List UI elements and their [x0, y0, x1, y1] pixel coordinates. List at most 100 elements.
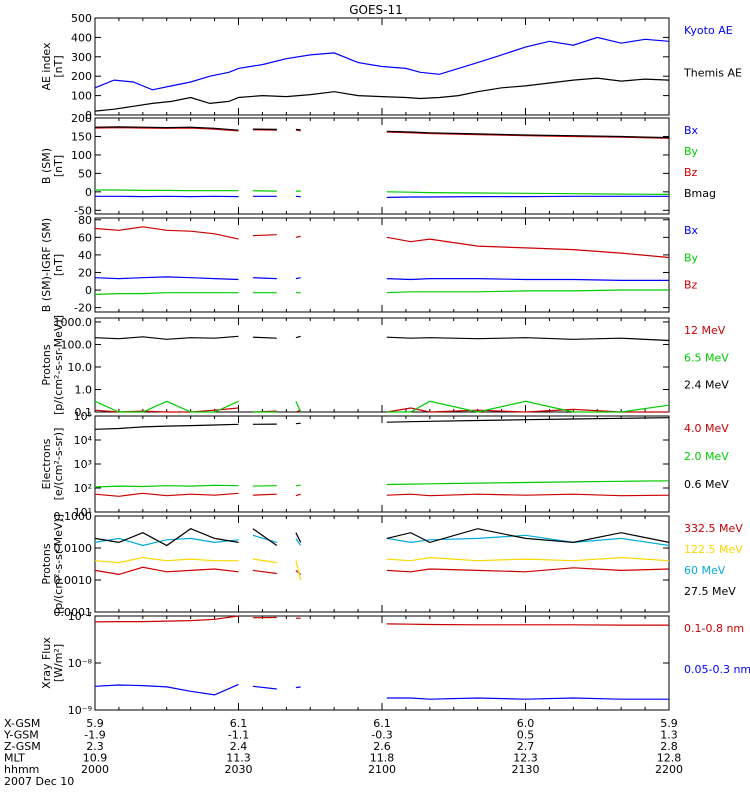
panel-1: 0 100 200 300 400 500 AE index [nT] Kyoto AE Them… [40, 12, 742, 122]
y-axis-label: [e/(cm²-s-sr)] [52, 428, 65, 501]
y-tick-label: 0.0010 [54, 574, 93, 587]
panel-6: 0.0001 0.0010 0.0100 0.1000 Protons [p/(cm²-s… [40, 510, 743, 619]
plot-frame [94, 317, 670, 413]
y-tick-label: 80 [78, 214, 92, 227]
y-tick-label: 150 [71, 130, 92, 143]
ephemeris-value: 6.1 [230, 717, 248, 730]
y-axis-label: [nT] [52, 55, 65, 77]
legend-entry: Bz [684, 166, 698, 179]
legend-entry: 6.5 MeV [684, 351, 729, 364]
plot-frame [94, 515, 670, 613]
ephemeris-value: 2.7 [517, 740, 535, 753]
ephemeris-value: -0.3 [371, 729, 392, 742]
y-axis-label: Electrons [40, 438, 53, 489]
ephemeris-label: Y-GSM [3, 729, 39, 742]
y-tick-label: 0 [85, 284, 92, 297]
series-line [94, 335, 670, 342]
y-tick-label: 10⁻⁷ [68, 610, 92, 623]
y-tick-label: 1.0 [75, 383, 93, 396]
panel-7: 10⁻⁹ 10⁻⁸ 10⁻⁷ Xray Flux [W/m²] 0.1-0.8 nm 0.0… [40, 610, 750, 717]
y-axis-label: [nT] [52, 155, 65, 177]
y-tick-label: -20 [74, 302, 92, 315]
legend-entry: 4.0 MeV [684, 422, 729, 435]
ephemeris-value: 12.3 [513, 752, 538, 765]
series-line [94, 556, 670, 581]
plot-frame [94, 117, 670, 215]
legend-entry: 122.5 MeV [684, 543, 743, 556]
ephemeris-value: 2130 [512, 763, 540, 776]
y-tick-label: 1000.0 [54, 316, 93, 329]
y-axis-label: [p/(cm²-s-sr-MeV)] [52, 514, 65, 614]
y-axis-label: [nT] [52, 254, 65, 276]
legend-entry: Kyoto AE [684, 24, 733, 37]
series-line [95, 195, 669, 198]
y-tick-label: 10.0 [68, 361, 93, 374]
legend-entry: Themis AE [683, 67, 742, 80]
y-tick-label: 100 [71, 90, 92, 103]
legend-entry: 2.4 MeV [684, 379, 729, 392]
plot-frame [94, 217, 670, 313]
ephemeris-value: 2.6 [373, 740, 391, 753]
series-line [94, 683, 669, 700]
y-tick-label: 500 [71, 12, 92, 25]
y-tick-label: 0.1 [75, 406, 93, 419]
y-axis-label: [W/m²] [52, 644, 65, 682]
ephemeris-value: 6.1 [373, 717, 391, 730]
legend-entry: Bmag [684, 187, 716, 200]
series-line [94, 276, 669, 281]
ephemeris-value: 5.9 [660, 717, 678, 730]
series-line [94, 528, 670, 547]
y-tick-label: 0.0100 [54, 542, 93, 555]
y-axis-label: AE index [40, 42, 53, 91]
plot-frame [94, 615, 670, 711]
series-line [94, 492, 670, 497]
ephemeris-label: X-GSM [4, 717, 40, 730]
series-line [94, 566, 670, 576]
legend-entry: 0.6 MeV [684, 478, 729, 491]
ephemeris-value: 11.3 [226, 752, 251, 765]
legend-entry: 0.1-0.8 nm [684, 622, 744, 635]
ephemeris-value: 5.9 [86, 717, 104, 730]
legend-entry: By [684, 145, 699, 158]
ephemeris-value: 2.8 [660, 740, 678, 753]
legend-entry: Bx [684, 124, 699, 137]
y-axis-label: Protons [40, 344, 53, 385]
series-line [94, 77, 670, 112]
ephemeris-value: 11.8 [370, 752, 395, 765]
series-line [94, 417, 670, 430]
ephemeris-value: -1.9 [84, 729, 105, 742]
series-line [94, 36, 670, 91]
series-line [94, 480, 670, 488]
figure-title: GOES-11 [349, 3, 403, 17]
y-tick-label: 50 [78, 167, 92, 180]
series-line [94, 400, 670, 413]
legend-entry: By [684, 251, 699, 264]
x-axis-ephemeris: X-GSM 5.9 6.1 6.1 6.0 5.9 Y-GSM -1.9 -1.1 -0.3 0.5… [3, 717, 683, 776]
y-tick-label: 10⁵ [74, 410, 92, 423]
ephemeris-value: 2000 [81, 763, 109, 776]
date-label: 2007 Dec 10 [4, 775, 74, 788]
y-tick-label: 300 [71, 51, 92, 64]
ephemeris-label: Z-GSM [4, 740, 41, 753]
y-axis-label: [p/(cm²-s-sr-MeV)] [52, 315, 65, 415]
legend-entry: Bz [684, 279, 698, 292]
y-tick-label: 10¹ [74, 506, 92, 519]
plot-frame [94, 415, 670, 513]
ephemeris-value: 2030 [225, 763, 253, 776]
ephemeris-value: 2200 [655, 763, 683, 776]
y-tick-label: 10⁴ [74, 434, 93, 447]
series-line [94, 615, 669, 626]
legend-entry: 12 MeV [684, 324, 726, 337]
ephemeris-value: 0.5 [517, 729, 535, 742]
legend-entry: 60 MeV [684, 564, 726, 577]
legend-entry: 27.5 MeV [684, 585, 736, 598]
ephemeris-label: hhmm [4, 763, 39, 776]
ephemeris-value: -1.1 [228, 729, 249, 742]
y-tick-label: 10⁻⁸ [68, 657, 93, 670]
legend-entry: 2.0 MeV [684, 450, 729, 463]
legend-entry: 332.5 MeV [684, 522, 743, 535]
series-line [94, 126, 670, 139]
series-line [95, 189, 670, 195]
